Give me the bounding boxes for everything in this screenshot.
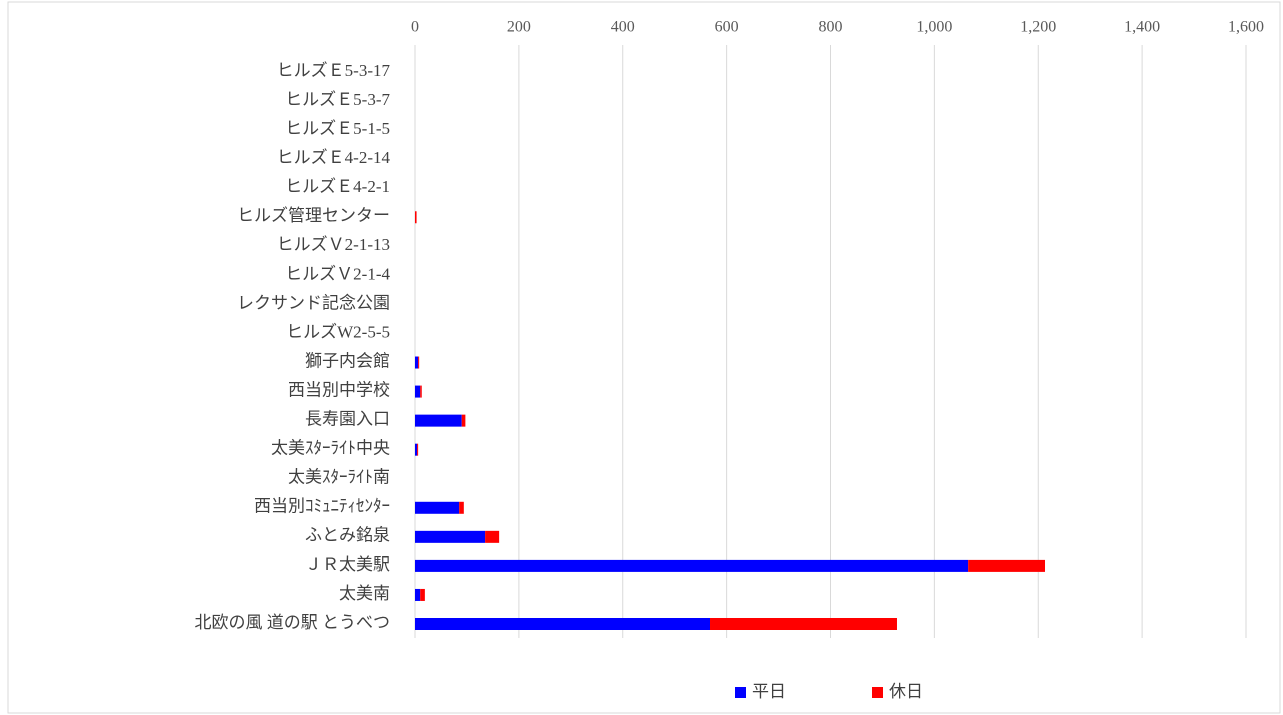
y-tick-label: 西当別中学校 <box>288 380 390 399</box>
y-tick-label: 太美ｽﾀｰﾗｲﾄ南 <box>288 468 390 487</box>
bar-segment <box>420 385 422 398</box>
bar-segment <box>415 211 417 224</box>
legend-swatch <box>735 687 746 698</box>
y-tick-label: ヒルズＥ5-3-17 <box>277 61 391 80</box>
bar-segment <box>415 618 711 630</box>
y-tick-label: 獅子内会館 <box>305 351 390 370</box>
bar-segment <box>420 588 425 601</box>
bar-segment <box>415 385 421 398</box>
x-tick-label: 800 <box>819 19 843 36</box>
x-tick-label: 1,200 <box>1020 19 1056 36</box>
y-tick-label: ヒルズＥ5-1-5 <box>285 119 390 138</box>
bar-segment <box>968 559 1046 572</box>
y-tick-label: ヒルズＶ2-1-4 <box>285 264 390 283</box>
x-tick-label: 400 <box>611 19 635 36</box>
y-tick-label: ヒルズＥ5-3-7 <box>285 90 390 109</box>
x-tick-label: 1,600 <box>1228 19 1264 36</box>
y-tick-label: 太美南 <box>339 584 390 603</box>
bar-segment <box>461 414 466 427</box>
bar-segment <box>710 618 897 630</box>
x-tick-label: 200 <box>507 19 531 36</box>
y-tick-label: ふとみ銘泉 <box>305 526 390 545</box>
y-tick-label: 長寿園入口 <box>305 410 390 429</box>
y-tick-label: レクサンド記念公園 <box>237 292 390 312</box>
bar-segment <box>415 588 421 601</box>
bar-segment <box>459 501 464 514</box>
legend-swatch <box>872 687 883 698</box>
chart-frame <box>7 1 1281 714</box>
bar-segment <box>415 356 419 369</box>
y-tick-label: ヒルズＶ2-1-13 <box>277 235 390 254</box>
bar-segment <box>415 414 462 427</box>
x-tick-label: 600 <box>715 19 739 36</box>
y-tick-label: 北欧の風 道の駅 とうべつ <box>195 613 391 632</box>
bar-segment <box>415 559 969 572</box>
bar-segment <box>415 443 418 456</box>
bar-segment <box>417 443 419 456</box>
y-tick-label: ヒルズＥ4-2-14 <box>277 148 391 167</box>
y-tick-label: 西当別ｺﾐｭﾆﾃｨｾﾝﾀｰ <box>254 497 390 516</box>
y-tick-label: 太美ｽﾀｰﾗｲﾄ中央 <box>271 439 390 458</box>
x-tick-label: 1,000 <box>916 19 952 36</box>
bar-segment <box>415 501 460 514</box>
y-tick-label: ＪＲ太美駅 <box>305 555 390 574</box>
x-tick-label: 0 <box>411 19 419 36</box>
bar-segment <box>415 530 486 543</box>
bar-segment <box>418 356 420 369</box>
legend-label: 平日 <box>752 682 786 701</box>
legend-label: 休日 <box>889 682 923 701</box>
bar-segment <box>485 530 500 543</box>
x-tick-label: 1,400 <box>1124 19 1160 36</box>
y-tick-label: ヒルズＥ4-2-1 <box>285 177 390 196</box>
y-tick-label: ヒルズW2-5-5 <box>286 322 390 341</box>
y-tick-label: ヒルズ管理センター <box>237 206 390 225</box>
